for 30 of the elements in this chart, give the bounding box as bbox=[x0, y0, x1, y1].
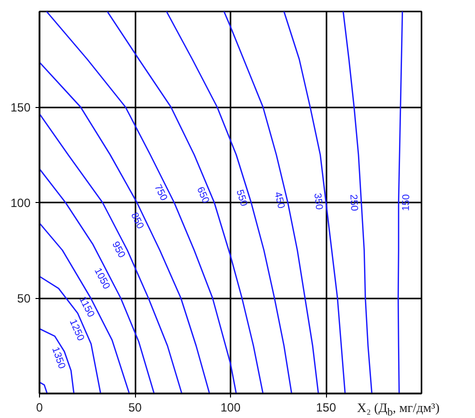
text: 1250 bbox=[66, 318, 86, 344]
text: 1350 bbox=[49, 346, 68, 371]
y-tick-label: 50 bbox=[17, 292, 31, 306]
line-series bbox=[40, 62, 210, 394]
text: 750 bbox=[152, 182, 170, 204]
y-tick-label: 100 bbox=[10, 196, 31, 210]
line-series bbox=[46, 12, 237, 394]
text: 450 bbox=[272, 190, 286, 210]
text: 250 bbox=[347, 194, 360, 212]
line-series bbox=[40, 113, 182, 394]
text: 950 bbox=[109, 240, 128, 260]
text: 850 bbox=[128, 211, 146, 232]
x-tick-label: 50 bbox=[128, 400, 142, 414]
text: 650 bbox=[194, 185, 212, 206]
line-series bbox=[398, 12, 404, 394]
x-tick-label: 150 bbox=[316, 400, 336, 414]
line-series bbox=[40, 222, 130, 394]
text: 350 bbox=[311, 192, 324, 211]
line-series bbox=[342, 12, 372, 394]
text: 550 bbox=[234, 188, 250, 208]
text: 150 bbox=[400, 194, 412, 212]
line-series bbox=[40, 168, 155, 394]
x-axis-title: X₂ (Д$_{b}$, мг/дм³) bbox=[357, 400, 440, 418]
line-series bbox=[283, 12, 346, 394]
text: 1050 bbox=[92, 266, 112, 292]
text: 1150 bbox=[76, 295, 96, 320]
x-tick-label: 0 bbox=[36, 400, 44, 414]
line-series bbox=[166, 12, 292, 394]
y-tick-label: 150 bbox=[10, 100, 31, 114]
x-tick-label: 100 bbox=[220, 400, 241, 414]
